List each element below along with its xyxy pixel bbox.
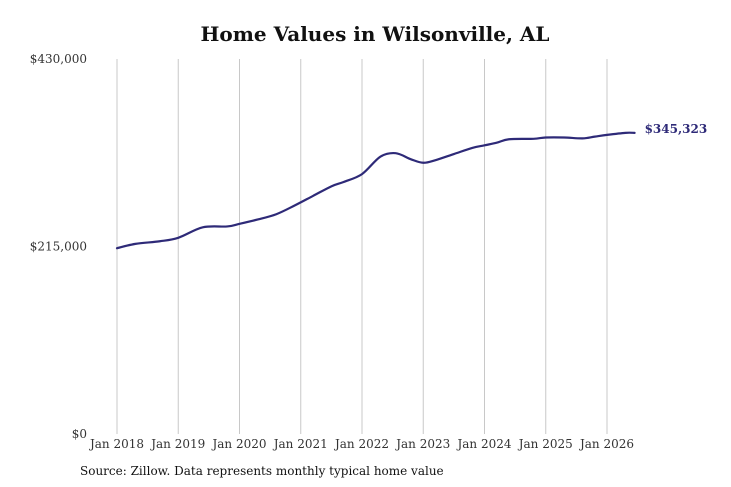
y-tick-label: $430,000 xyxy=(30,52,87,66)
x-tick-label: Jan 2018 xyxy=(88,437,144,451)
series-line xyxy=(115,131,636,250)
source-note: Source: Zillow. Data represents monthly … xyxy=(80,464,444,478)
x-tick-label: Jan 2025 xyxy=(517,437,573,451)
x-tick-label: Jan 2022 xyxy=(333,437,389,451)
x-axis-ticks: Jan 2018 Jan 2019 Jan 2020 Jan 2021 Jan 2022… xyxy=(88,437,634,451)
x-tick-label: Jan 2024 xyxy=(455,437,511,451)
y-axis-ticks: $0 $215,000 $430,000 xyxy=(30,52,87,441)
y-tick-label: $215,000 xyxy=(30,240,87,254)
series-lines xyxy=(115,131,636,250)
x-tick-label: Jan 2020 xyxy=(210,437,266,451)
gridlines xyxy=(116,59,608,434)
x-tick-label: Jan 2021 xyxy=(272,437,328,451)
end-value-label: $345,323 xyxy=(645,122,708,136)
data-labels: $345,323 xyxy=(645,122,708,136)
chart-title: Home Values in Wilsonville, AL xyxy=(200,22,550,46)
x-tick-label: Jan 2019 xyxy=(149,437,205,451)
x-tick-label: Jan 2023 xyxy=(394,437,450,451)
y-tick-label: $0 xyxy=(72,427,87,441)
x-tick-label: Jan 2026 xyxy=(578,437,634,451)
